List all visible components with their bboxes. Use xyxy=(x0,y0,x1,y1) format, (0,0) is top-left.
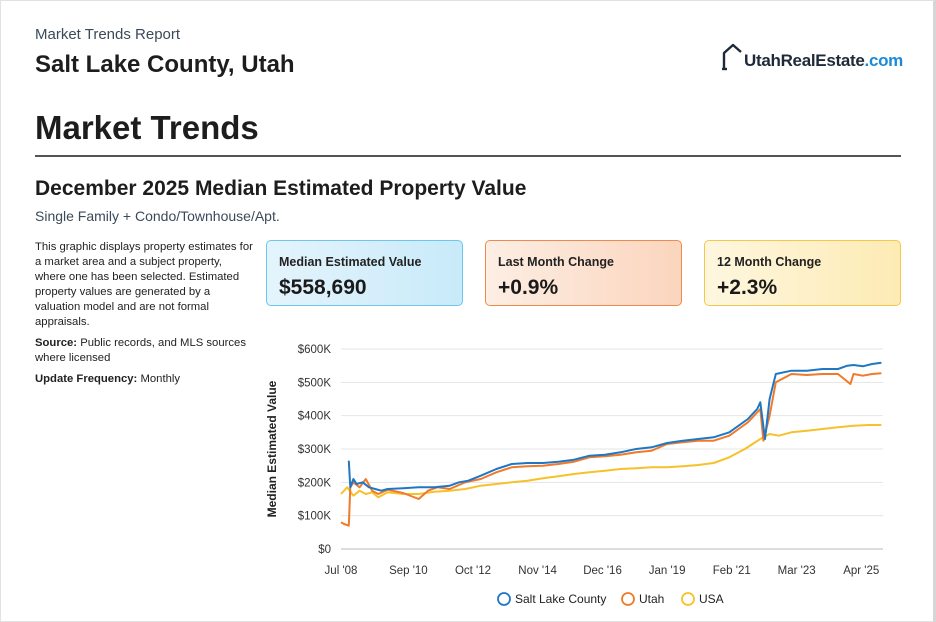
card-label: 12 Month Change xyxy=(717,255,822,269)
x-tick-label: Sep '10 xyxy=(389,565,428,577)
line-chart: $0 $100K $200K $300K $400K $500K $600K Jul '08 S… xyxy=(265,344,883,606)
legend-marker xyxy=(681,592,695,606)
y-tick-label: $200K xyxy=(298,477,332,489)
card-value: +2.3% xyxy=(717,276,778,299)
y-tick-label: $400K xyxy=(298,411,332,423)
x-tick-label: Nov '14 xyxy=(518,565,557,577)
card-label: Median Estimated Value xyxy=(279,255,422,269)
legend-marker xyxy=(497,592,511,606)
series-line-salt-lake-county xyxy=(347,361,882,492)
property-types: Single Family + Condo/Townhouse/Apt. xyxy=(35,208,280,224)
card-label: Last Month Change xyxy=(498,255,614,269)
source-note: Source: Public records, and MLS sources … xyxy=(35,337,246,364)
x-tick-label: Dec '16 xyxy=(583,565,622,577)
series-line-utah xyxy=(340,372,882,527)
series-line-usa xyxy=(340,424,882,499)
divider xyxy=(35,155,901,157)
x-tick-label: Jan '19 xyxy=(649,565,686,577)
logo-text: UtahRealEstate.com xyxy=(744,51,903,70)
x-tick-label: Jul '08 xyxy=(325,565,358,577)
median-value-card: Median Estimated Value $558,690 xyxy=(266,240,463,306)
y-tick-label: $100K xyxy=(298,511,332,523)
x-tick-label: Mar '23 xyxy=(778,565,816,577)
site-logo[interactable]: UtahRealEstate.com xyxy=(721,37,903,71)
legend-label: Salt Lake County xyxy=(515,592,606,606)
card-value: $558,690 xyxy=(279,276,367,299)
x-tick-label: Oct '12 xyxy=(455,565,491,577)
last-month-change-card: Last Month Change +0.9% xyxy=(485,240,682,306)
location-title: Salt Lake County, Utah xyxy=(35,51,295,78)
chart-subtitle: December 2025 Median Estimated Property … xyxy=(35,177,527,200)
y-tick-label: $300K xyxy=(298,444,332,456)
y-tick-label: $600K xyxy=(298,344,332,356)
x-tick-label: Feb '21 xyxy=(713,565,751,577)
house-icon xyxy=(722,43,742,71)
description-text: This graphic displays property estimates… xyxy=(35,241,253,328)
x-tick-label: Apr '25 xyxy=(843,565,879,577)
update-frequency: Update Frequency: Monthly xyxy=(35,373,181,385)
legend-label: Utah xyxy=(639,592,664,606)
legend-marker xyxy=(621,592,635,606)
legend-label: USA xyxy=(699,592,724,606)
y-tick-label: $0 xyxy=(318,544,331,556)
description-panel: This graphic displays property estimates… xyxy=(35,240,255,393)
twelve-month-change-card: 12 Month Change +2.3% xyxy=(704,240,901,306)
report-label: Market Trends Report xyxy=(35,26,181,43)
y-axis-label: Median Estimated Value xyxy=(265,380,279,517)
card-value: +0.9% xyxy=(498,276,559,299)
y-tick-label: $500K xyxy=(298,377,332,389)
section-title: Market Trends xyxy=(35,109,259,146)
